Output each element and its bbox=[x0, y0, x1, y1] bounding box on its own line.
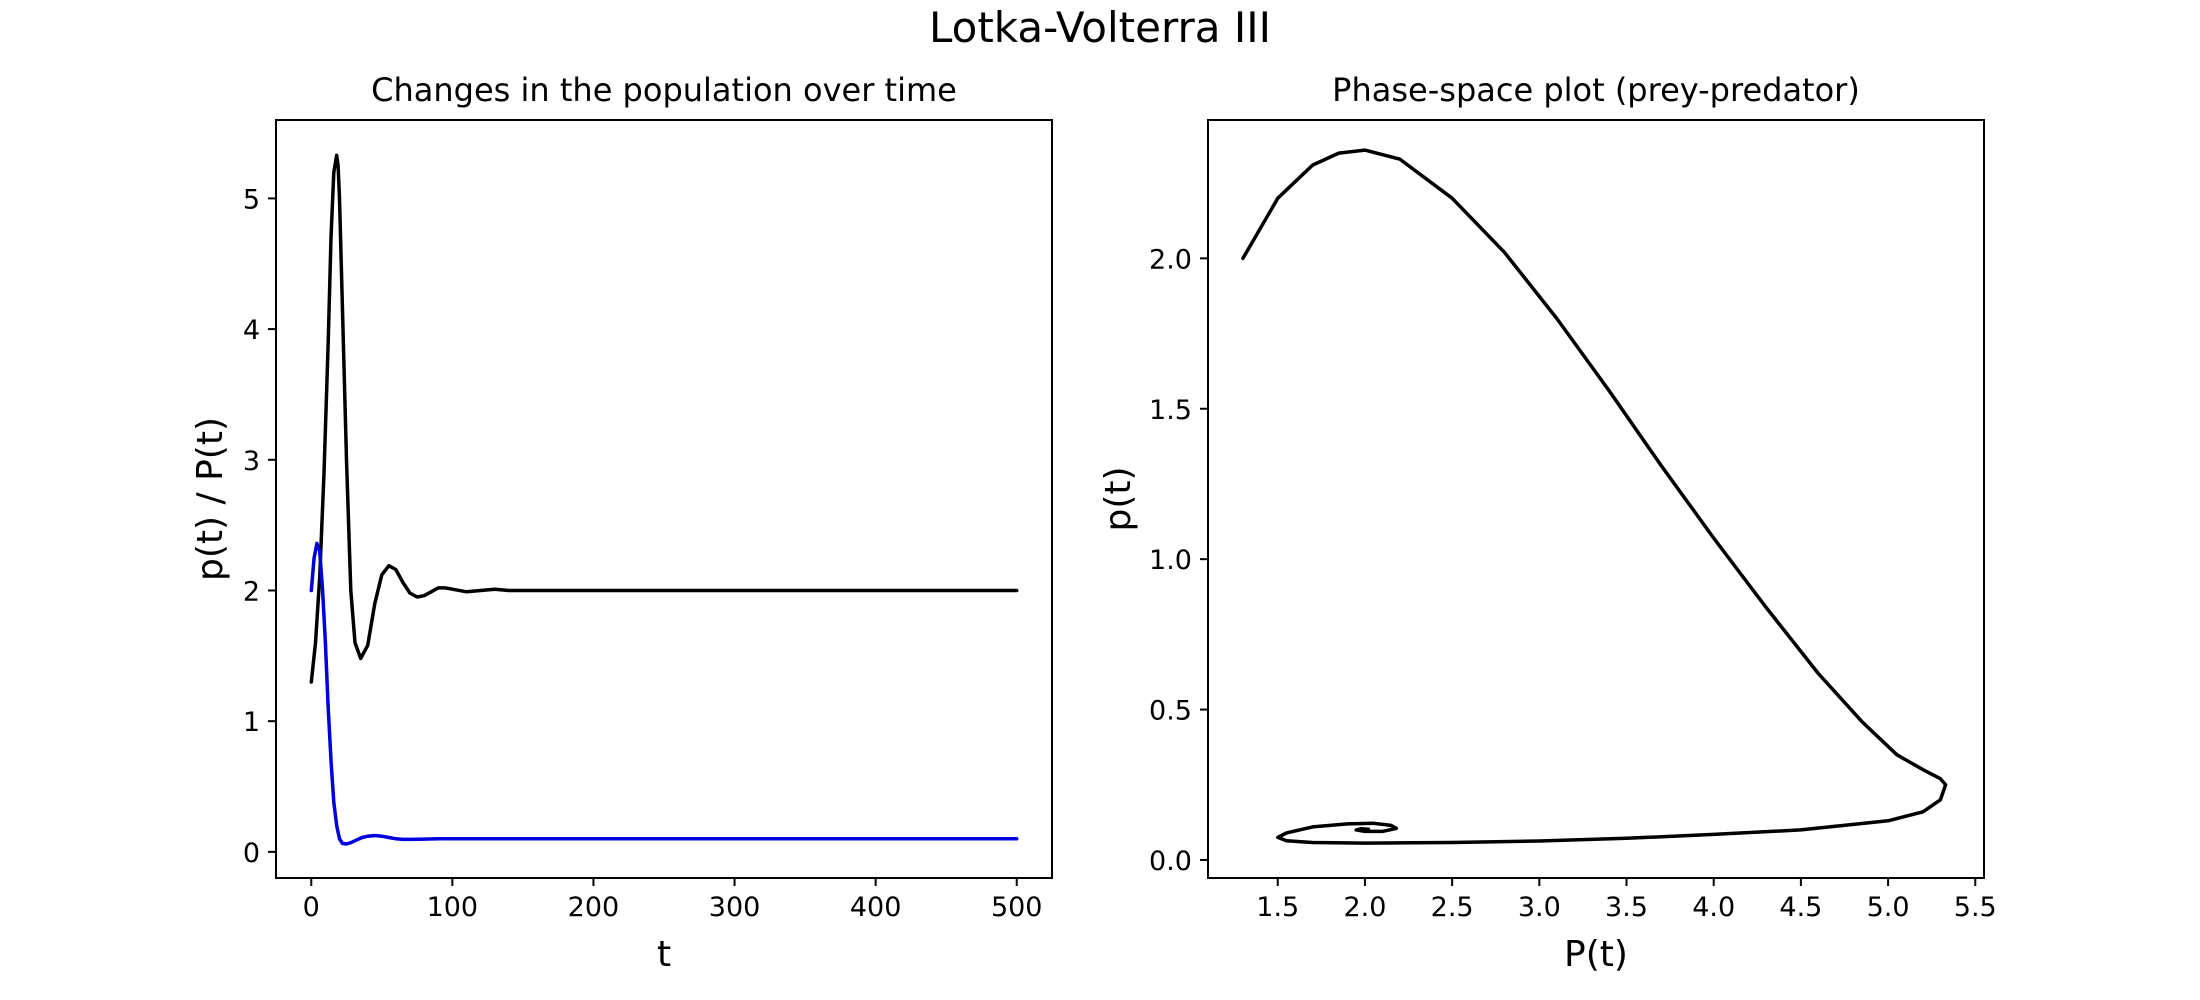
y-tick-label: 2 bbox=[243, 576, 260, 607]
axes-frame bbox=[275, 119, 1053, 879]
subplot-title: Phase-space plot (prey-predator) bbox=[1332, 71, 1860, 109]
x-tick-label: 100 bbox=[427, 892, 479, 923]
tick-group: 1.5 2.0 2.5 3.0 3.5 4.0 4.5 5.0 5.5 0.0 0.5 1.0 1.5 2… bbox=[1149, 244, 1997, 923]
x-tick-label: 2.5 bbox=[1431, 892, 1474, 923]
subplot-title: Changes in the population over time bbox=[371, 71, 957, 109]
x-tick-label: 5.5 bbox=[1954, 892, 1997, 923]
y-axis-label: p(t) bbox=[1098, 466, 1139, 531]
series-line-1 bbox=[309, 541, 1019, 846]
x-tick-label: 4.5 bbox=[1779, 892, 1822, 923]
x-tick-label: 5.0 bbox=[1867, 892, 1910, 923]
subplot-phase-space: Phase-space plot (prey-predator) 1.5 2.0 2… bbox=[1098, 71, 1997, 975]
x-tick-label: 1.5 bbox=[1256, 892, 1299, 923]
plot-area bbox=[309, 153, 1019, 846]
y-tick-label: 0.0 bbox=[1149, 846, 1192, 877]
y-tick-label: 2.0 bbox=[1149, 244, 1192, 275]
x-tick-label: 3.5 bbox=[1605, 892, 1648, 923]
y-tick-label: 1.5 bbox=[1149, 395, 1192, 426]
plot-area bbox=[1241, 148, 1948, 845]
y-tick-label: 1 bbox=[243, 707, 260, 738]
figure-title: Lotka-Volterra III bbox=[929, 3, 1271, 52]
series-line-0 bbox=[1241, 148, 1948, 845]
x-tick-label: 4.0 bbox=[1692, 892, 1735, 923]
series-line-0 bbox=[309, 153, 1019, 684]
x-tick-label: 0 bbox=[303, 892, 320, 923]
y-tick-label: 4 bbox=[243, 315, 260, 346]
x-tick-label: 3.0 bbox=[1518, 892, 1561, 923]
y-tick-label: 1.0 bbox=[1149, 545, 1192, 576]
x-axis-label: t bbox=[657, 934, 671, 975]
y-tick-label: 3 bbox=[243, 446, 260, 477]
y-tick-label: 0.5 bbox=[1149, 696, 1192, 727]
y-tick-label: 5 bbox=[243, 184, 260, 215]
tick-group: 0 100 200 300 400 500 0 1 2 3 4 5 bbox=[243, 184, 1043, 923]
x-tick-label: 200 bbox=[568, 892, 620, 923]
x-axis-label: P(t) bbox=[1564, 934, 1628, 975]
x-tick-label: 300 bbox=[709, 892, 761, 923]
x-tick-label: 2.0 bbox=[1343, 892, 1386, 923]
subplot-population-over-time: Changes in the population over time 0 100… bbox=[190, 71, 1053, 975]
x-tick-label: 400 bbox=[850, 892, 902, 923]
y-tick-label: 0 bbox=[243, 838, 260, 869]
x-tick-label: 500 bbox=[991, 892, 1043, 923]
y-axis-label: p(t) / P(t) bbox=[190, 417, 231, 581]
axes-frame bbox=[1207, 119, 1985, 879]
